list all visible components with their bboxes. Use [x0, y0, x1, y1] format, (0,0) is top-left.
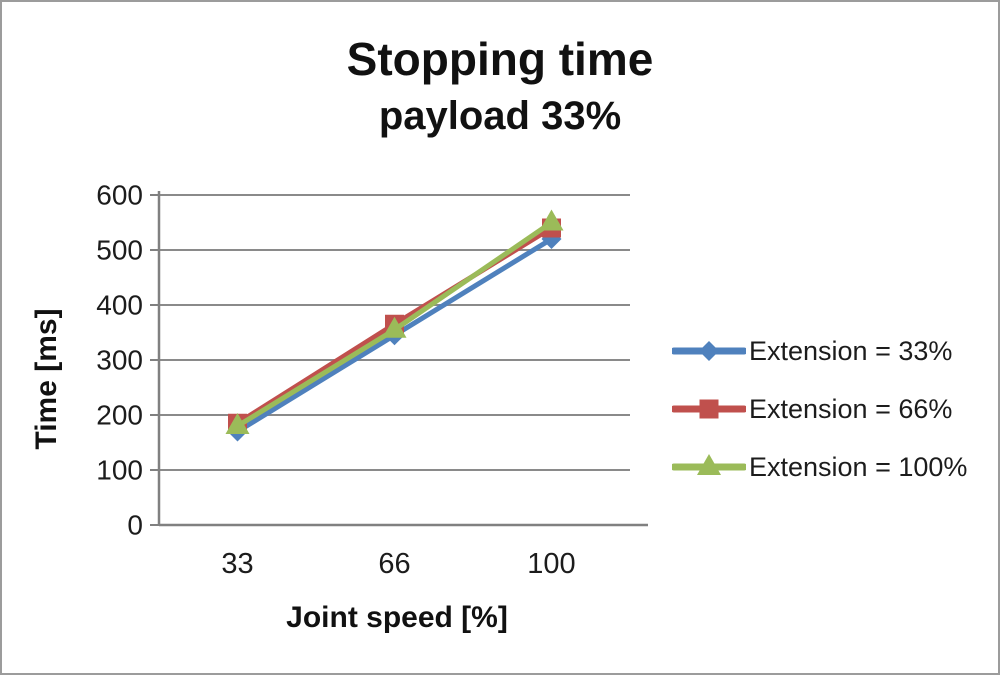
y-tick-label: 300: [96, 345, 143, 376]
y-tick-label: 500: [96, 235, 143, 266]
y-tick-label: 100: [96, 455, 143, 486]
series-3: [225, 209, 564, 434]
x-tick-label: 66: [378, 548, 410, 580]
legend-label: Extension = 66%: [749, 393, 953, 424]
legend-marker-glyph: [699, 399, 719, 419]
legend-item: Extension = 66%: [672, 390, 967, 428]
y-axis-title: Time [ms]: [30, 308, 63, 450]
chart-subtitle: payload 33%: [378, 94, 622, 138]
x-tick-label: 33: [221, 548, 253, 580]
y-tick-label: 200: [96, 400, 143, 431]
y-tick-label: 0: [127, 510, 143, 541]
legend-marker-diamond-icon: [672, 341, 746, 361]
axes: [150, 191, 648, 527]
legend: Extension = 33% Extension = 66% Extensio…: [672, 332, 967, 486]
legend-item: Extension = 100%: [672, 448, 967, 486]
legend-marker-square-icon: [672, 399, 746, 419]
x-tick-labels: 33 66 100: [221, 548, 575, 580]
x-tick-label: 100: [527, 548, 575, 580]
data-point-marker: [382, 316, 407, 338]
legend-item: Extension = 33%: [672, 332, 967, 370]
legend-label: Extension = 100%: [749, 451, 968, 482]
data-point-marker: [225, 413, 250, 434]
legend-marker-glyph: [699, 341, 719, 361]
chart-title: Stopping time: [346, 33, 654, 85]
legend-marker-glyph: [697, 454, 721, 475]
y-tick-label: 600: [96, 180, 143, 211]
y-tick-label: 400: [96, 290, 143, 321]
gridlines: [159, 194, 630, 471]
data-point-marker: [539, 209, 564, 231]
y-tick-labels: 0 100 200 300 400 500 600: [96, 180, 143, 541]
legend-label: Extension = 33%: [749, 335, 953, 366]
legend-marker-triangle-icon: [672, 454, 746, 475]
x-axis-title: Joint speed [%]: [286, 601, 508, 634]
